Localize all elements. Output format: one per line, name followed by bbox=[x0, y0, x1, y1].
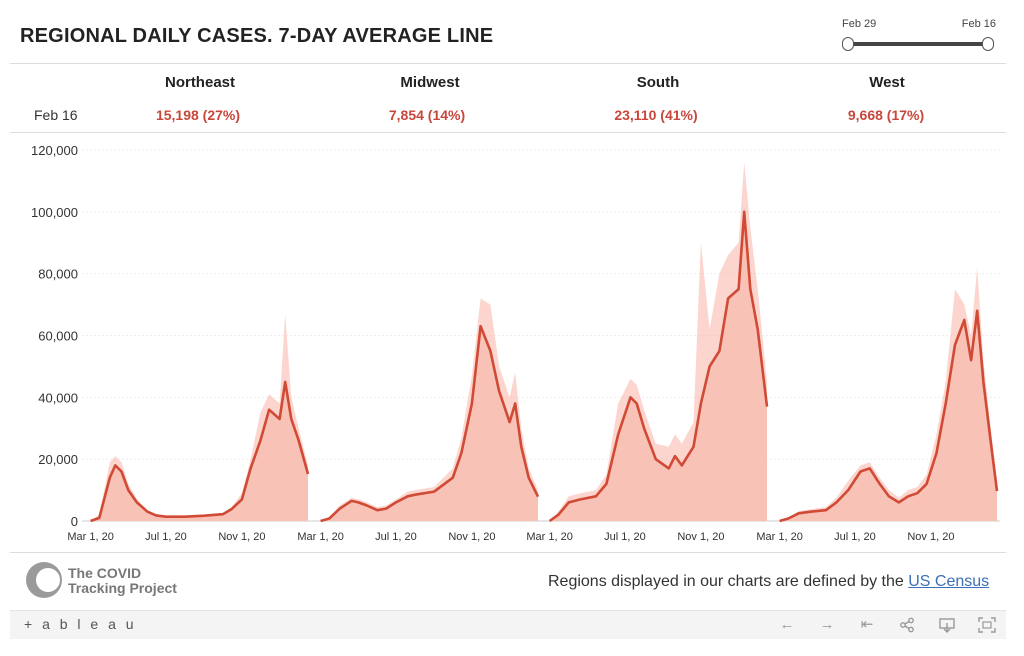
x-tick-label: Nov 1, 20 bbox=[448, 531, 495, 543]
average-area bbox=[549, 211, 767, 522]
average-area bbox=[90, 381, 308, 521]
x-tick-label: Jul 1, 20 bbox=[834, 531, 876, 543]
region-value-south: 23,110 (41%) bbox=[614, 107, 698, 123]
summary-divider bbox=[10, 132, 1006, 133]
tableau-logo[interactable]: + a b l e a u bbox=[24, 616, 137, 632]
slider-start-label: Feb 29 bbox=[842, 18, 877, 30]
y-tick-label: 40,000 bbox=[38, 390, 78, 405]
region-name-west: West bbox=[869, 74, 905, 91]
redo-icon[interactable]: → bbox=[819, 616, 835, 633]
footer-note-text: Regions displayed in our charts are defi… bbox=[548, 573, 909, 590]
slider-end-handle[interactable] bbox=[982, 37, 994, 51]
download-icon[interactable] bbox=[936, 615, 958, 635]
average-line bbox=[320, 324, 540, 523]
x-tick-label: Jul 1, 20 bbox=[375, 531, 417, 543]
region-value-west: 9,668 (17%) bbox=[847, 107, 925, 123]
summary-date-label: Feb 16 bbox=[34, 107, 78, 123]
x-tick-label: Nov 1, 20 bbox=[677, 531, 724, 543]
average-line bbox=[548, 210, 769, 523]
date-range-slider[interactable]: Feb 29 Feb 16 bbox=[840, 14, 1000, 54]
y-tick-label: 80,000 bbox=[38, 267, 78, 282]
y-tick-label: 120,000 bbox=[31, 143, 78, 158]
y-tick-label: 0 bbox=[71, 514, 78, 529]
revert-icon[interactable]: ⇤ bbox=[860, 616, 874, 633]
x-tick-label: Mar 1, 20 bbox=[297, 531, 343, 543]
x-tick-label: Mar 1, 20 bbox=[756, 531, 802, 543]
y-tick-label: 60,000 bbox=[38, 329, 78, 344]
x-tick-label: Jul 1, 20 bbox=[145, 531, 187, 543]
region-value-northeast: 15,198 (27%) bbox=[155, 107, 241, 123]
us-census-link[interactable]: US Census bbox=[908, 573, 990, 590]
slider-track[interactable] bbox=[848, 42, 988, 46]
region-name-northeast: Northeast bbox=[164, 74, 235, 91]
regional-cases-chart[interactable]: 0 20,000 40,000 60,000 80,000 100,000 120,000 M… bbox=[0, 135, 1024, 555]
region-value-midwest: 7,854 (14%) bbox=[388, 107, 466, 123]
x-tick-label: Mar 1, 20 bbox=[526, 531, 572, 543]
x-tick-label: Nov 1, 20 bbox=[907, 531, 954, 543]
y-tick-label: 100,000 bbox=[31, 205, 78, 220]
average-area bbox=[779, 310, 997, 521]
region-name-south: South bbox=[636, 74, 680, 91]
y-tick-label: 20,000 bbox=[38, 452, 78, 467]
x-tick-label: Mar 1, 20 bbox=[67, 531, 113, 543]
x-tick-label: Nov 1, 20 bbox=[218, 531, 265, 543]
page-title: REGIONAL DAILY CASES. 7-DAY AVERAGE LINE bbox=[20, 25, 494, 47]
share-icon[interactable] bbox=[896, 615, 918, 635]
x-tick-label: Jul 1, 20 bbox=[604, 531, 646, 543]
footer-org-name: The COVID Tracking Project bbox=[68, 566, 177, 596]
footer-note: Regions displayed in our charts are defi… bbox=[548, 573, 989, 591]
fullscreen-icon[interactable] bbox=[976, 615, 998, 635]
average-area bbox=[320, 326, 538, 521]
average-line bbox=[90, 380, 310, 523]
slider-start-handle[interactable] bbox=[842, 37, 854, 51]
region-name-midwest: Midwest bbox=[400, 74, 460, 91]
tableau-toolbar: + a b l e a u ← → ⇤ bbox=[10, 610, 1006, 639]
header-divider bbox=[10, 63, 1006, 64]
tableau-brand-text: + a b l e a u bbox=[24, 616, 137, 632]
slider-end-label: Feb 16 bbox=[961, 18, 996, 30]
covid-tracking-project-logo bbox=[26, 562, 62, 598]
average-line bbox=[779, 309, 999, 523]
footer-org-line1: The COVID bbox=[68, 565, 142, 581]
footer-org-line2: Tracking Project bbox=[68, 580, 177, 596]
footer-divider bbox=[10, 552, 1006, 553]
undo-icon[interactable]: ← bbox=[779, 616, 795, 633]
